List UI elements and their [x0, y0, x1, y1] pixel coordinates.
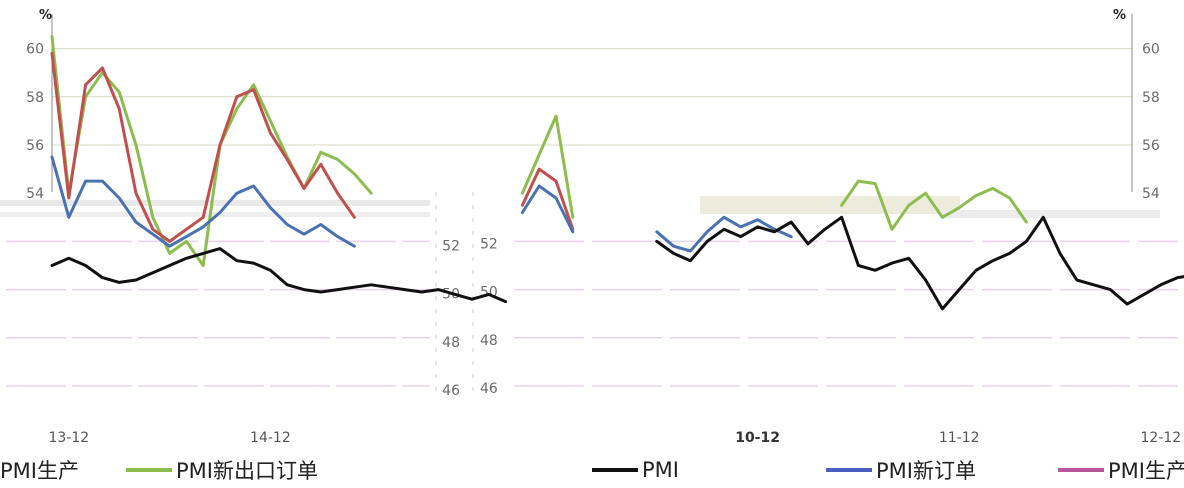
y-tick-label-lower-right: 48 — [480, 333, 498, 349]
legend-label-fragment: PMI生产 — [0, 459, 79, 483]
series-line — [840, 179, 1028, 231]
y-tick-label-left: 56 — [26, 138, 44, 154]
y-tick-label-lower-right: 46 — [480, 381, 498, 397]
legend-swatch-magenta — [1058, 468, 1104, 472]
y-tick-label-left: 60 — [26, 42, 44, 58]
x-tick-label: 13-12 — [48, 430, 89, 446]
y-tick-label-left: 54 — [26, 186, 44, 202]
y-tick-label-right: 60 — [1142, 42, 1160, 58]
legend-label: PMI新订单 — [876, 459, 976, 483]
series-line — [655, 215, 1184, 311]
y-tick-label-lower-left: 46 — [442, 383, 460, 399]
legend-item-production: PMI生产 — [1058, 458, 1184, 483]
legend-swatch-green — [126, 468, 172, 472]
series-line — [50, 247, 508, 304]
x-tick-label: 11-12 — [939, 430, 980, 446]
legend-item-new-export-orders: PMI新出口订单 — [126, 458, 318, 483]
series-line — [520, 114, 575, 219]
right-unit-label: % — [1113, 8, 1126, 23]
legend-item-pmi: PMI — [592, 458, 679, 482]
x-tick-label: 12-12 — [1140, 430, 1181, 446]
series-line — [655, 215, 793, 253]
y-tick-label-lower-left: 48 — [442, 335, 460, 351]
y-tick-label-lower-left: 52 — [442, 238, 460, 254]
y-tick-label-left: 58 — [26, 90, 44, 106]
legend-label: PMI生产 — [1108, 459, 1184, 483]
series-lines — [50, 35, 1184, 311]
x-tick-label: 10-12 — [735, 430, 780, 446]
legend: PMI生产 PMI新出口订单 PMI PMI新订单 PMI生产 — [0, 452, 1184, 488]
legend-label: PMI — [642, 458, 679, 482]
legend-label: PMI新出口订单 — [176, 459, 318, 483]
series-line — [520, 184, 575, 234]
series-line — [50, 155, 356, 248]
axes: % % — [39, 8, 1133, 396]
series-line — [520, 167, 575, 231]
left-unit-label: % — [39, 8, 52, 23]
y-tick-label-lower-right: 52 — [480, 236, 498, 252]
series-line — [50, 51, 356, 243]
y-tick-label-right: 56 — [1142, 138, 1160, 154]
legend-swatch-blue — [826, 468, 872, 472]
legend-item-production-fragment: PMI生产 — [0, 458, 79, 483]
y-tick-label-right: 54 — [1142, 186, 1160, 202]
legend-swatch-black — [592, 468, 638, 472]
legend-item-new-orders: PMI新订单 — [826, 458, 976, 483]
x-tick-label: 14-12 — [250, 430, 291, 446]
y-tick-label-right: 58 — [1142, 90, 1160, 106]
